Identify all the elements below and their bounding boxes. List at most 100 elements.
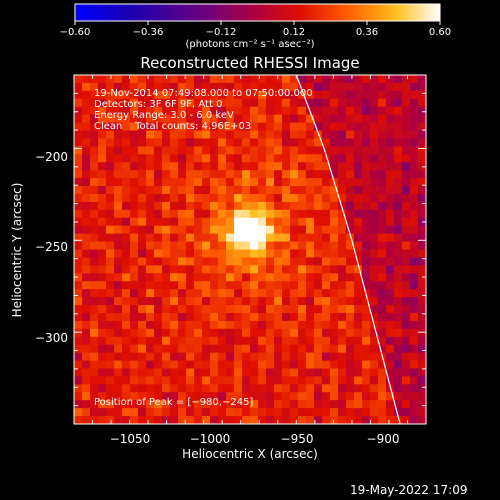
heatmap-cell bbox=[194, 312, 203, 322]
heatmap-cell bbox=[186, 162, 195, 171]
heatmap-cell bbox=[122, 186, 131, 195]
heatmap-cell bbox=[122, 320, 131, 330]
heatmap-cell bbox=[378, 400, 387, 409]
heatmap-cell bbox=[250, 336, 259, 346]
heatmap-cell bbox=[330, 408, 339, 417]
heatmap-cell bbox=[362, 98, 371, 108]
heatmap-cell bbox=[210, 344, 219, 354]
heatmap-cell bbox=[138, 122, 147, 132]
heatmap-cell bbox=[226, 281, 235, 290]
heatmap-cell bbox=[82, 392, 91, 401]
heatmap-cell bbox=[146, 360, 155, 370]
heatmap-cell bbox=[226, 320, 235, 330]
heatmap-cell bbox=[194, 225, 203, 235]
heatmap-cell bbox=[362, 170, 371, 179]
heatmap-cell bbox=[226, 344, 235, 354]
heatmap-cell bbox=[82, 265, 91, 274]
heatmap-cell bbox=[138, 400, 147, 409]
heatmap-cell bbox=[274, 360, 283, 370]
heatmap-cell bbox=[410, 90, 419, 100]
heatmap-cell bbox=[114, 241, 123, 251]
heatmap-cell bbox=[410, 249, 419, 259]
heatmap-cell bbox=[218, 281, 227, 290]
heatmap-cell bbox=[370, 376, 379, 385]
heatmap-cell bbox=[266, 392, 275, 401]
heatmap-cell bbox=[194, 201, 203, 211]
heatmap-cell bbox=[186, 320, 195, 330]
heatmap-cell bbox=[210, 360, 219, 370]
heatmap-cell bbox=[402, 241, 411, 251]
heatmap-cell bbox=[378, 201, 387, 211]
heatmap-cell bbox=[338, 162, 347, 171]
heatmap-cell bbox=[354, 320, 363, 330]
heatmap-cell bbox=[234, 392, 243, 401]
heatmap-cell bbox=[266, 130, 275, 140]
heatmap-cell bbox=[210, 122, 219, 132]
heatmap-cell bbox=[106, 178, 115, 187]
heatmap-cell bbox=[386, 75, 395, 84]
heatmap-cell bbox=[354, 360, 363, 370]
heatmap-cell bbox=[378, 257, 387, 266]
heatmap-cell bbox=[362, 106, 371, 116]
heatmap-cell bbox=[250, 416, 259, 424]
heatmap-cell bbox=[170, 249, 179, 259]
heatmap-cell bbox=[146, 408, 155, 417]
heatmap-cell bbox=[314, 178, 323, 187]
heatmap-cell bbox=[410, 257, 419, 266]
heatmap-cell bbox=[178, 328, 187, 338]
heatmap-cell bbox=[250, 297, 259, 306]
heatmap-cell bbox=[410, 289, 419, 298]
heatmap-cell bbox=[90, 186, 99, 195]
heatmap-cell bbox=[202, 376, 211, 385]
heatmap-cell bbox=[234, 106, 243, 116]
heatmap-cell bbox=[274, 193, 283, 203]
heatmap-cell bbox=[274, 312, 283, 322]
heatmap-cell bbox=[402, 297, 411, 306]
heatmap-cell bbox=[282, 98, 291, 108]
heatmap-cell bbox=[346, 146, 355, 155]
heatmap-cell bbox=[122, 297, 131, 306]
heatmap-cell bbox=[74, 320, 83, 330]
heatmap-cell bbox=[242, 162, 251, 171]
heatmap-cell bbox=[186, 352, 195, 362]
heatmap-cell bbox=[234, 154, 243, 163]
colorbar-units: (photons cm⁻² s⁻¹ asec⁻²) bbox=[185, 39, 315, 50]
heatmap-cell bbox=[106, 416, 115, 424]
heatmap-cell bbox=[314, 186, 323, 195]
heatmap-cell bbox=[218, 201, 227, 211]
heatmap-cell bbox=[250, 201, 259, 211]
heatmap-cell bbox=[146, 114, 155, 124]
heatmap-cell bbox=[346, 312, 355, 322]
heatmap-cell bbox=[258, 130, 267, 140]
heatmap-cell bbox=[154, 281, 163, 290]
heatmap-cell bbox=[394, 146, 403, 155]
heatmap-cell bbox=[370, 122, 379, 132]
heatmap-cell bbox=[338, 225, 347, 235]
heatmap-cell bbox=[146, 75, 155, 84]
heatmap-cell bbox=[194, 217, 203, 227]
heatmap-cell bbox=[282, 170, 291, 179]
heatmap-cell bbox=[122, 122, 131, 132]
heatmap-cell bbox=[242, 328, 251, 338]
heatmap-cell bbox=[90, 114, 99, 124]
heatmap-cell bbox=[82, 257, 91, 266]
heatmap-cell bbox=[74, 209, 83, 219]
heatmap-cell bbox=[178, 201, 187, 211]
heatmap-cell bbox=[386, 400, 395, 409]
heatmap-cell bbox=[130, 146, 139, 155]
heatmap-cell bbox=[298, 352, 307, 362]
heatmap-cell bbox=[410, 320, 419, 330]
heatmap-cell bbox=[234, 249, 243, 259]
heatmap-cell bbox=[178, 265, 187, 274]
heatmap-cell bbox=[154, 416, 163, 424]
heatmap-cell bbox=[106, 217, 115, 227]
heatmap-cell bbox=[242, 225, 251, 235]
heatmap-cell bbox=[338, 320, 347, 330]
heatmap-cell bbox=[354, 162, 363, 171]
heatmap-cell bbox=[162, 201, 171, 211]
heatmap-cell bbox=[322, 344, 331, 354]
heatmap-cell bbox=[202, 241, 211, 251]
heatmap-cell bbox=[410, 106, 419, 116]
heatmap-cell bbox=[146, 201, 155, 211]
heatmap-cell bbox=[194, 408, 203, 417]
